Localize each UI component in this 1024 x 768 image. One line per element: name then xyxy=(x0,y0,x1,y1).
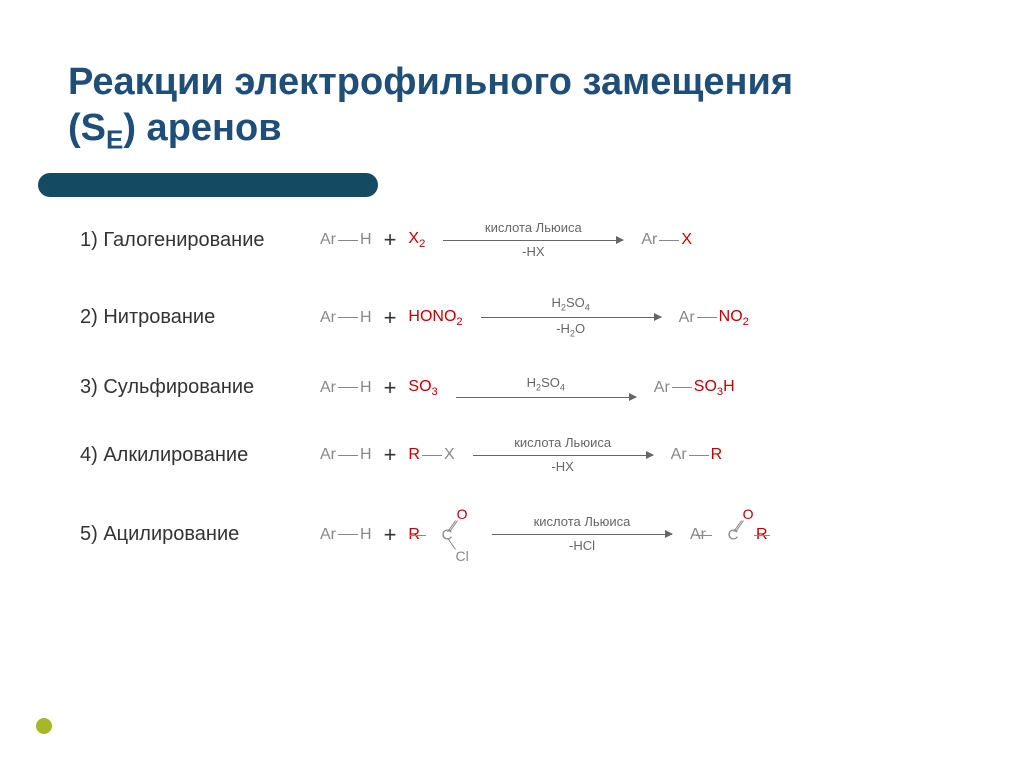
substrate: ArH xyxy=(320,526,372,544)
slide-title: Реакции электрофильного замещения (SE) а… xyxy=(38,60,986,155)
reaction-scheme: ArH + SO3 H2SO4 ArSO3H xyxy=(320,375,960,401)
title-line2-post: ) аренов xyxy=(123,107,281,149)
bond-icon xyxy=(659,240,679,241)
reaction-scheme: ArH + X2 кислота Льюиса -HX ArX xyxy=(320,220,960,261)
product: ArNO2 xyxy=(679,308,749,328)
title-underline xyxy=(38,173,378,197)
reaction-row-alkylation: 4) Алкилирование ArH + RX кислота Льюиса… xyxy=(80,435,960,476)
substrate: ArH xyxy=(320,446,372,464)
plus-icon: + xyxy=(384,375,397,401)
plus-icon: + xyxy=(384,442,397,468)
reagent: SO3 xyxy=(408,378,437,398)
bond-icon xyxy=(338,387,358,388)
bond-icon xyxy=(697,317,717,318)
reaction-row-sulfonation: 3) Сульфирование ArH + SO3 H2SO4 ArSO3H xyxy=(80,375,960,401)
reaction-row-halogenation: 1) Галогенирование ArH + X2 кислота Льюи… xyxy=(80,220,960,261)
reaction-row-acylation: 5) Ацилирование ArH + R C O Cl xyxy=(80,510,960,560)
reaction-scheme: ArH + HONO2 H2SO4 -H2O ArNO2 xyxy=(320,295,960,341)
reaction-label: 5) Ацилирование xyxy=(80,523,320,546)
reaction-row-nitration: 2) Нитрование ArH + HONO2 H2SO4 -H2O ArN… xyxy=(80,295,960,341)
substrate: ArH xyxy=(320,379,372,397)
arrow-condition-top: H2SO4 xyxy=(527,375,565,394)
acyl-group-icon: C O xyxy=(706,510,760,560)
title-sub: E xyxy=(106,124,123,154)
reagent: X2 xyxy=(408,230,425,250)
arrow-line-icon xyxy=(473,455,653,456)
product-acyl: Ar C O R xyxy=(690,510,768,560)
title-line1: Реакции электрофильного замещения xyxy=(68,61,793,103)
arrow-line-icon xyxy=(456,397,636,398)
plus-icon: + xyxy=(384,522,397,548)
slide: Реакции электрофильного замещения (SE) а… xyxy=(0,0,1024,768)
reagent-acyl: R C O Cl xyxy=(408,510,474,560)
plus-icon: + xyxy=(384,305,397,331)
reaction-label: 2) Нитрование xyxy=(80,306,320,329)
product: ArSO3H xyxy=(654,378,735,398)
arrow-condition-bottom: -HCl xyxy=(569,538,595,555)
decorative-dot xyxy=(36,718,52,734)
bond-icon xyxy=(338,455,358,456)
arrow-condition-top: кислота Льюиса xyxy=(485,220,582,237)
reaction-arrow: H2SO4 xyxy=(456,375,636,401)
bond-icon xyxy=(338,534,358,535)
reaction-scheme: ArH + RX кислота Льюиса -HX ArR xyxy=(320,435,960,476)
acyl-group-icon: C O Cl xyxy=(420,510,474,560)
product: ArX xyxy=(641,231,692,249)
reagent: RX xyxy=(408,446,454,464)
title-block: Реакции электрофильного замещения (SE) а… xyxy=(38,60,986,197)
bond-icon xyxy=(338,317,358,318)
arrow-line-icon xyxy=(443,240,623,241)
plus-icon: + xyxy=(384,227,397,253)
substrate: ArH xyxy=(320,309,372,327)
arrow-condition-bottom: -HX xyxy=(522,244,544,261)
reaction-scheme: ArH + R C O Cl кислота Льюиса xyxy=(320,510,960,560)
reaction-arrow: H2SO4 -H2O xyxy=(481,295,661,341)
arrow-condition-top: кислота Льюиса xyxy=(514,435,611,452)
bond-icon xyxy=(689,455,709,456)
arrow-line-icon xyxy=(492,534,672,535)
reaction-label: 1) Галогенирование xyxy=(80,229,320,252)
arrow-condition-top: H2SO4 xyxy=(552,295,590,314)
substrate: ArH xyxy=(320,231,372,249)
reagent: HONO2 xyxy=(408,308,462,328)
arrow-condition-bottom: -HX xyxy=(551,459,573,476)
product: ArR xyxy=(671,446,723,464)
reaction-label: 4) Алкилирование xyxy=(80,444,320,467)
arrow-line-icon xyxy=(481,317,661,318)
reaction-arrow: кислота Льюиса -HX xyxy=(473,435,653,476)
bond-icon xyxy=(422,455,442,456)
arrow-condition-bottom: -H2O xyxy=(556,321,585,340)
bond-icon xyxy=(672,387,692,388)
arrow-condition-top: кислота Льюиса xyxy=(534,514,631,531)
reactions-list: 1) Галогенирование ArH + X2 кислота Льюи… xyxy=(80,220,960,560)
reaction-label: 3) Сульфирование xyxy=(80,376,320,399)
title-line2-pre: (S xyxy=(68,107,106,149)
reaction-arrow: кислота Льюиса -HX xyxy=(443,220,623,261)
reaction-arrow: кислота Льюиса -HCl xyxy=(492,514,672,555)
bond-icon xyxy=(338,240,358,241)
